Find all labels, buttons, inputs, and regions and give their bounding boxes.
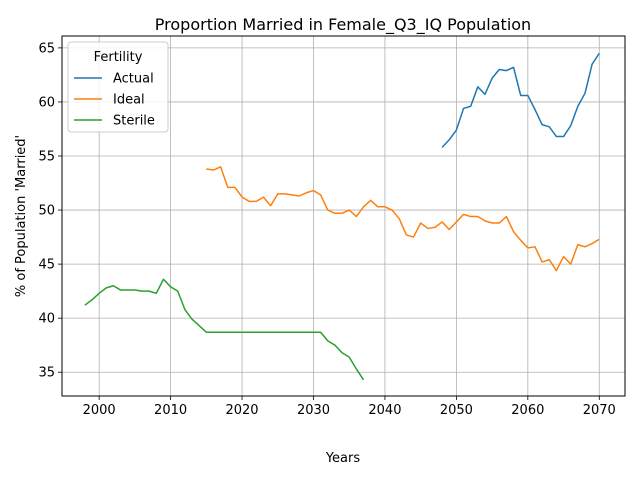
y-axis-label: % of Population 'Married' [14, 135, 29, 297]
x-tick-label: 2040 [368, 403, 401, 418]
x-tick-label: 2070 [583, 403, 616, 418]
y-tick-label: 55 [38, 150, 55, 165]
x-tick-label: 2050 [440, 403, 473, 418]
y-tick-label: 65 [38, 41, 55, 56]
x-tick-label: 2000 [83, 403, 116, 418]
x-tick-label: 2010 [154, 403, 187, 418]
x-tick-label: 2030 [297, 403, 330, 418]
x-tick-label: 2060 [511, 403, 544, 418]
y-tick-label: 35 [38, 366, 55, 381]
y-tick-label: 50 [38, 204, 55, 219]
series-line-sterile [84, 278, 365, 381]
plot-area-frame [61, 35, 626, 397]
legend-title: Fertility [94, 50, 143, 65]
legend-entries: Actual Ideal Sterile [74, 72, 155, 129]
y-tick-label: 45 [38, 258, 55, 273]
y-tick-label: 60 [38, 95, 55, 110]
tick-layer: 2000 2010 2020 2030 2040 2050 2060 2070 35 40 45 50… [38, 41, 615, 418]
grid-layer [62, 36, 625, 396]
y-tick-label: 40 [38, 312, 55, 327]
x-axis-label: Years [325, 451, 361, 466]
legend-label-ideal: Ideal [113, 93, 145, 108]
series-line-actual [441, 52, 600, 148]
legend-label-sterile: Sterile [113, 114, 155, 129]
legend-label-actual: Actual [113, 72, 154, 87]
legend-box [67, 41, 169, 133]
legend: Fertility Actual Ideal Sterile [67, 41, 169, 133]
x-tick-label: 2020 [225, 403, 258, 418]
series-line-ideal [206, 166, 600, 272]
chart-title: Proportion Married in Female_Q3_IQ Popul… [155, 15, 531, 35]
series-layer [84, 52, 600, 381]
